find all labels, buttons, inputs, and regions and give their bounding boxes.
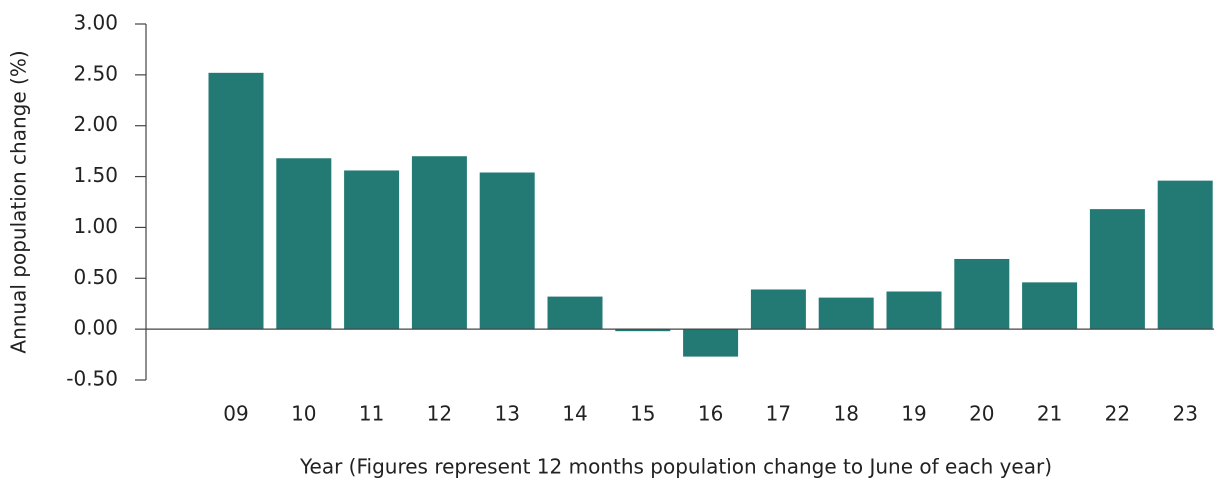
bar xyxy=(954,258,1010,330)
bar xyxy=(886,291,942,330)
x-tick-label: 11 xyxy=(359,402,384,426)
x-tick-label: 19 xyxy=(901,402,926,426)
x-tick-label: 09 xyxy=(223,402,248,426)
bar xyxy=(1022,282,1078,330)
y-axis-title: Annual population change (%) xyxy=(7,50,31,353)
bar xyxy=(479,172,535,330)
x-tick-label: 16 xyxy=(698,402,723,426)
y-tick-label: 3.00 xyxy=(73,11,118,35)
bar xyxy=(1157,180,1213,330)
x-tick-label: 23 xyxy=(1172,402,1197,426)
bar xyxy=(750,289,806,330)
y-tick-label: 0.50 xyxy=(73,265,118,289)
y-tick-label: -0.50 xyxy=(66,367,118,391)
x-axis-title: Year (Figures represent 12 months popula… xyxy=(299,455,1052,479)
x-tick-label: 20 xyxy=(969,402,994,426)
bar xyxy=(547,296,603,330)
x-tick-label: 10 xyxy=(291,402,316,426)
x-tick-label: 14 xyxy=(562,402,587,426)
x-tick-label: 17 xyxy=(766,402,791,426)
bar xyxy=(818,297,874,330)
bar xyxy=(208,72,264,330)
x-tick-label: 13 xyxy=(494,402,519,426)
x-tick-label: 15 xyxy=(630,402,655,426)
x-tick-label: 18 xyxy=(833,402,858,426)
x-tick-label: 22 xyxy=(1105,402,1130,426)
bar xyxy=(1089,209,1145,330)
y-tick-label: 0.00 xyxy=(73,316,118,340)
x-tick-label: 12 xyxy=(427,402,452,426)
bar xyxy=(683,329,739,357)
bar xyxy=(615,329,671,332)
y-tick-label: 1.00 xyxy=(73,214,118,238)
bar xyxy=(276,158,332,330)
x-tick-label: 21 xyxy=(1037,402,1062,426)
bar xyxy=(411,156,467,330)
bar xyxy=(344,170,400,330)
y-tick-label: 2.50 xyxy=(73,61,118,85)
y-tick-label: 1.50 xyxy=(73,163,118,187)
y-tick-label: 2.00 xyxy=(73,112,118,136)
